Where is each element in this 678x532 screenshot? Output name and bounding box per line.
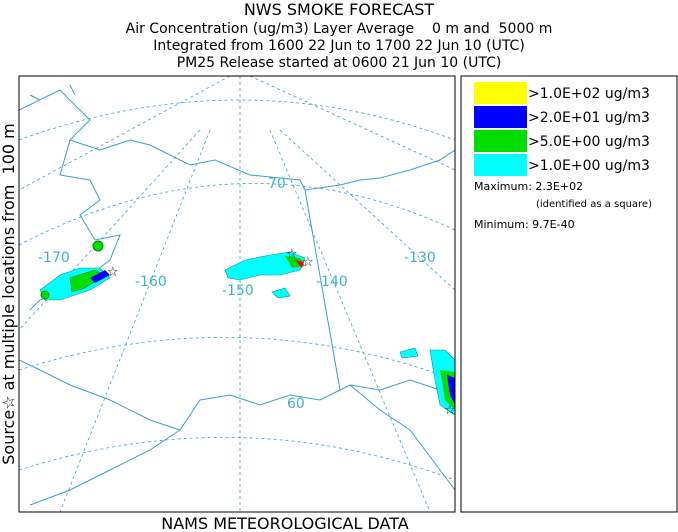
graticule [19, 99, 455, 141]
legend-swatch [474, 82, 527, 104]
map: ☆ ☆ ☆ ☆ -170 -160 -150 -140 -130 70 60 [18, 75, 456, 513]
map-label: -170 [38, 250, 70, 266]
legend-label: >2.0E+01 ug/m3 [528, 110, 650, 126]
graticule [269, 129, 431, 512]
map-label: -130 [404, 250, 436, 266]
legend-frame [460, 75, 678, 513]
map-label: 60 [287, 396, 305, 412]
svg-text:☆: ☆ [444, 403, 456, 418]
legend-minimum: Minimum: 9.7E-40 [474, 218, 575, 231]
graticule [19, 183, 455, 246]
graticule [19, 76, 231, 191]
border [304, 189, 341, 391]
subtitle: PM25 Release started at 0600 21 Jun 10 (… [177, 55, 502, 71]
legend-maximum: Maximum: 2.3E+02 [474, 180, 583, 193]
graticule [59, 129, 211, 512]
side-label: Source☆ at multiple locations from 100 m [0, 123, 18, 465]
map-label: -140 [316, 274, 348, 290]
graticule [19, 436, 455, 481]
title: NWS SMOKE FORECAST [244, 0, 435, 19]
coastline [29, 429, 181, 506]
subtitle: Air Concentration (ug/m3) Layer Average … [126, 21, 553, 37]
map-label: -150 [222, 283, 254, 299]
legend-maximum-note: (identified as a square) [536, 199, 652, 210]
legend-label: >1.0E+02 ug/m3 [528, 86, 650, 102]
coastline [29, 84, 76, 101]
map-frame [18, 75, 456, 513]
map-label: 70 [268, 176, 286, 192]
legend-swatch [474, 106, 527, 128]
coastline [19, 359, 455, 431]
svg-text:☆: ☆ [302, 255, 314, 270]
svg-text:☆: ☆ [107, 265, 119, 280]
footer: NAMS METEOROLOGICAL DATA [161, 514, 409, 532]
coastline [19, 89, 455, 191]
legend-label: >1.0E+00 ug/m3 [528, 158, 650, 174]
map-label: -160 [135, 274, 167, 290]
legend-swatch [474, 154, 527, 176]
smoke-plume: ☆ ☆ ☆ ☆ [39, 240, 456, 418]
graticule [19, 336, 455, 381]
legend-label: >5.0E+00 ug/m3 [528, 134, 650, 150]
coastline [349, 384, 455, 491]
subtitle: Integrated from 1600 22 Jun to 1700 22 J… [153, 38, 525, 54]
legend: >1.0E+02 ug/m3 >2.0E+01 ug/m3 >5.0E+00 ug/… [474, 82, 650, 176]
legend-swatch [474, 130, 527, 152]
svg-text:☆: ☆ [286, 247, 298, 262]
graticule [249, 76, 455, 171]
